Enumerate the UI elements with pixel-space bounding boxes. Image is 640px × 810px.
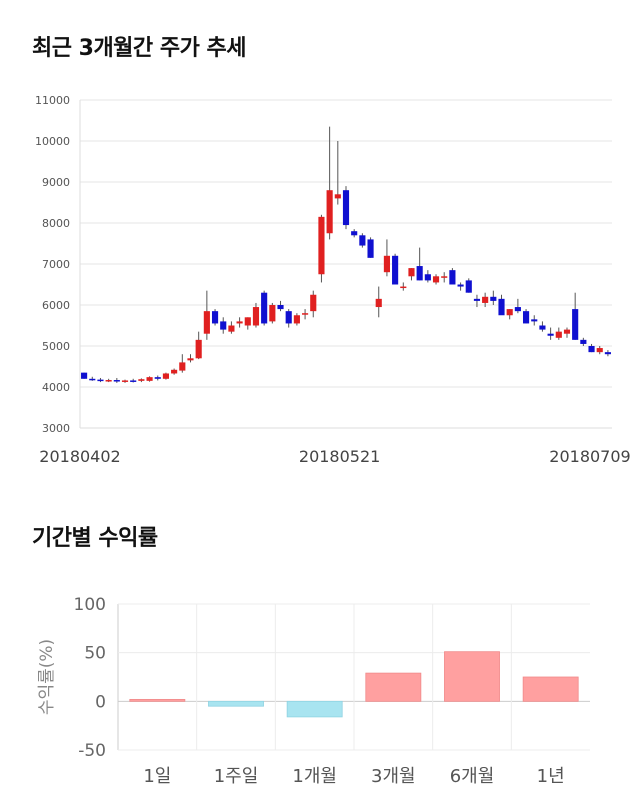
candle-body bbox=[81, 372, 88, 379]
candle-body bbox=[261, 292, 268, 324]
candle-body bbox=[334, 194, 341, 199]
candle-body bbox=[105, 380, 112, 382]
candle-body bbox=[572, 309, 579, 340]
candle-body bbox=[269, 305, 276, 322]
x-tick-label: 1일 bbox=[143, 766, 171, 787]
candle-body bbox=[465, 280, 472, 293]
candle-body bbox=[408, 268, 415, 277]
candle-body bbox=[244, 317, 251, 326]
candle-body bbox=[596, 348, 603, 353]
candle-body bbox=[302, 313, 309, 315]
candle-body bbox=[506, 309, 513, 316]
candle-body bbox=[539, 325, 546, 330]
y-tick-label: -50 bbox=[78, 741, 106, 761]
candle-body bbox=[604, 352, 611, 355]
x-tick-label: 20180521 bbox=[299, 447, 380, 466]
return-bar bbox=[208, 700, 264, 707]
y-axis-label: 수익률(%) bbox=[37, 639, 57, 715]
candle-body bbox=[220, 321, 227, 330]
return-bar bbox=[444, 651, 500, 702]
y-tick-label: 6000 bbox=[42, 299, 70, 312]
y-tick-label: 50 bbox=[84, 644, 106, 664]
candle-body bbox=[588, 346, 595, 353]
x-tick-label: 20180402 bbox=[39, 447, 120, 466]
candle-body bbox=[383, 255, 390, 273]
candle-body bbox=[359, 235, 366, 246]
candle-body bbox=[498, 298, 505, 316]
x-tick-label: 1년 bbox=[537, 766, 565, 787]
candle-body bbox=[318, 216, 325, 275]
candle-body bbox=[490, 296, 497, 301]
candle-body bbox=[424, 274, 431, 281]
candle-body bbox=[547, 333, 554, 336]
candle-body bbox=[432, 276, 440, 283]
candle-body bbox=[514, 307, 521, 312]
candle-body bbox=[367, 239, 374, 258]
candle-body bbox=[138, 379, 145, 381]
y-tick-label: 4000 bbox=[42, 381, 70, 394]
candle-body bbox=[252, 307, 260, 326]
candle-body bbox=[277, 305, 284, 310]
x-tick-label: 6개월 bbox=[450, 766, 495, 787]
y-tick-label: 8000 bbox=[42, 217, 70, 230]
candle-body bbox=[342, 190, 350, 226]
candle-body bbox=[580, 339, 587, 344]
candle-body bbox=[228, 325, 235, 332]
candle-body bbox=[130, 380, 137, 382]
candle-body bbox=[400, 286, 407, 289]
candle-body bbox=[121, 380, 129, 382]
return-bar bbox=[365, 672, 422, 702]
candle-body bbox=[236, 321, 243, 324]
y-tick-label: 11000 bbox=[35, 94, 70, 107]
return-bar bbox=[129, 698, 186, 702]
candle-body bbox=[89, 378, 96, 381]
candle-body bbox=[146, 377, 153, 381]
x-tick-label: 1개월 bbox=[292, 766, 337, 787]
candle-body bbox=[563, 329, 571, 334]
return-bar bbox=[522, 676, 579, 702]
candle-body bbox=[457, 284, 464, 287]
candle-body bbox=[416, 266, 423, 281]
candle-body bbox=[195, 339, 202, 359]
price-chart-title: 최근 3개월간 주가 추세 bbox=[32, 36, 246, 61]
candle-body bbox=[171, 369, 178, 374]
candle-body bbox=[162, 373, 170, 379]
candle-body bbox=[531, 319, 538, 322]
candle-body bbox=[293, 315, 300, 324]
candle-body bbox=[97, 379, 104, 382]
y-tick-label: 5000 bbox=[42, 340, 70, 353]
return-bar bbox=[286, 700, 343, 718]
price-candlestick-chart: 3000 4000 5000 6000 7000 8000 9000 10000 11000 20… bbox=[35, 94, 631, 466]
x-tick-label: 3개월 bbox=[371, 766, 416, 787]
candle-body bbox=[285, 311, 292, 324]
candle-body bbox=[473, 298, 481, 301]
y-tick-label: 3000 bbox=[42, 422, 70, 435]
candle-body bbox=[482, 296, 489, 303]
candle-body bbox=[113, 380, 120, 382]
candle-body bbox=[211, 311, 219, 324]
x-tick-label: 20180709 bbox=[549, 447, 630, 466]
y-tick-label: 100 bbox=[74, 595, 106, 615]
candle-body bbox=[441, 276, 448, 278]
candle-body bbox=[375, 298, 382, 308]
candle-body bbox=[203, 311, 210, 334]
return-chart-title: 기간별 수익률 bbox=[32, 526, 158, 551]
y-tick-label: 7000 bbox=[42, 258, 70, 271]
candle-body bbox=[449, 270, 456, 285]
candle-body bbox=[351, 231, 358, 236]
candle-body bbox=[187, 358, 194, 361]
x-tick-label: 1주일 bbox=[214, 766, 259, 787]
candle-body bbox=[392, 255, 399, 285]
y-tick-label: 9000 bbox=[42, 176, 70, 189]
candle-body bbox=[310, 294, 317, 312]
candle-body bbox=[555, 331, 562, 338]
candle-body bbox=[179, 362, 186, 371]
candle-body bbox=[522, 311, 530, 324]
candle-body bbox=[154, 377, 161, 379]
y-tick-label: 0 bbox=[95, 692, 106, 712]
y-tick-label: 10000 bbox=[35, 135, 70, 148]
candle-body bbox=[326, 190, 333, 234]
